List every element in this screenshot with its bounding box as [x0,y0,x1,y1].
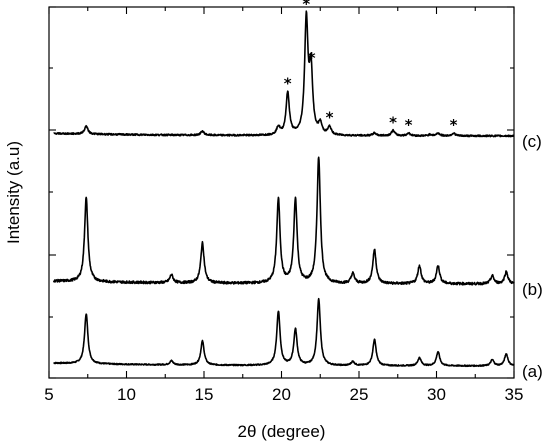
series-label: (a) [522,362,543,381]
x-tick-label: 25 [350,385,369,404]
series-label: (c) [522,132,542,151]
series-line-2 [52,156,515,286]
y-axis-ticks [49,6,514,379]
series-group [52,10,515,368]
series-label: (b) [522,280,543,299]
peak-annotations: * * * * * * * [284,0,458,134]
x-tick-label: 15 [195,385,214,404]
series-line-3 [53,10,515,138]
peak-star-annotation: * [389,113,397,131]
x-axis-ticks: 5 10 15 20 25 30 35 [44,7,523,404]
peak-star-annotation: * [450,116,458,134]
plot-frame [48,6,515,379]
y-axis-title: Intensity (a.u) [4,141,23,244]
plot-border [48,6,515,379]
x-tick-label: 5 [44,385,53,404]
series-line-1 [53,297,515,368]
x-tick-label: 20 [272,385,291,404]
peak-star-annotation: * [284,74,292,92]
x-tick-label: 30 [427,385,446,404]
x-axis-title: 2θ (degree) [238,422,326,441]
peak-star-annotation: * [405,116,413,134]
peak-star-annotation: * [308,49,316,67]
x-tick-label: 10 [117,385,136,404]
series-labels: (a) (b) (c) [522,132,543,381]
peak-star-annotation: * [326,109,334,127]
peak-star-annotation: * [302,0,310,13]
x-tick-label: 35 [505,385,524,404]
